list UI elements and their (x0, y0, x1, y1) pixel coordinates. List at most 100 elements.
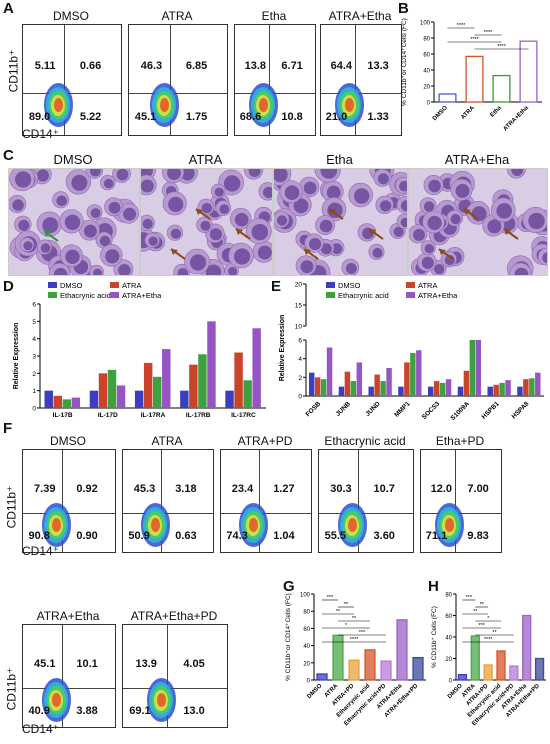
quadrant-q4-value: 55.5 (324, 529, 347, 542)
quadrant-q3-value: 1.04 (273, 529, 295, 542)
panel-label-a: A (3, 0, 14, 17)
bar (234, 352, 243, 408)
bar (505, 380, 511, 396)
y-tick-label: 20 (423, 85, 430, 91)
quadrant-q3-value: 1.75 (185, 110, 208, 123)
bar (493, 384, 499, 396)
y-tick-label: 40 (423, 69, 430, 75)
x-tick-label: IL-17RA (141, 412, 166, 419)
panel-f-plot-title: DMSO (50, 434, 86, 448)
legend-swatch (110, 282, 119, 288)
bar (396, 619, 408, 681)
panel-f-flow-plot: 7.39 0.92 90.8 0.90 (22, 449, 116, 553)
legend-swatch (110, 292, 119, 298)
bar (116, 385, 126, 408)
panel-c-micrograph-title: ATRA (188, 152, 223, 167)
quadrant-q1-value: 23.4 (231, 482, 254, 495)
panel-label-h: H (428, 578, 439, 595)
bar (162, 349, 171, 408)
panel-f-plot-title: ATRA+Etha (36, 609, 100, 623)
bar (487, 386, 493, 396)
panel-c-micrograph-title: Etha (326, 152, 353, 167)
bar (344, 371, 351, 396)
quadrant-q2-value: 13.3 (367, 60, 389, 73)
density-cluster (51, 518, 61, 532)
significance-label: ** (480, 602, 485, 608)
panel-a-flow-plot: 13.8 6.71 68.6 10.8 (234, 24, 316, 136)
significance-label: ** (473, 609, 478, 615)
bar (519, 40, 538, 103)
significance-label: **** (484, 637, 493, 643)
bar (374, 374, 380, 396)
legend-swatch (406, 282, 415, 288)
quadrant-q4-value: 40.9 (28, 704, 50, 717)
quadrant-q1-value: 12.0 (430, 482, 453, 495)
quadrant-q4-value: 89.0 (28, 110, 51, 123)
bar (438, 93, 457, 103)
bar (410, 353, 416, 396)
y-tick-label: 2 (32, 371, 36, 378)
panel-f-flow-plot: 23.4 1.27 74.3 1.04 (220, 449, 312, 553)
quadrant-q4-value: 69.1 (129, 704, 151, 717)
x-tick-label: Etha (489, 105, 503, 119)
legend-label: ATRA+Etha (122, 291, 162, 300)
bar (412, 656, 424, 681)
bar (470, 635, 480, 681)
legend-label: ATRA (418, 281, 437, 290)
quadrant-q3-value: 1.33 (367, 110, 389, 123)
panel-a-flow-plot: 5.11 0.66 89.0 5.22 (22, 24, 122, 136)
x-tick-label: HSPA8 (511, 400, 531, 420)
y-tick-label: 4 (32, 336, 36, 343)
bar (523, 379, 529, 396)
y-tick-label: 5 (32, 319, 36, 326)
quadrant-q3-value: 5.22 (79, 110, 102, 123)
bar (189, 364, 198, 408)
panel-g-bar-chart: 0 20 40 60 80 100 % CD11b⁺or CD14⁺Cells (FC) DM… (285, 593, 426, 727)
quadrant-q3-value: 0.90 (76, 529, 98, 542)
y-tick-label: 0 (449, 679, 453, 685)
quadrant-q1-value: 46.3 (140, 60, 163, 73)
significance-label: *** (327, 595, 334, 601)
y-tick-label: 100 (300, 593, 311, 599)
y-tick-label: 60 (445, 614, 452, 620)
panel-f-x-axis-label-top: CD14⁺ (22, 544, 60, 558)
quadrant-q1-value: 64.4 (330, 60, 353, 73)
bar (469, 340, 476, 396)
y-tick-label: 20 (445, 657, 452, 663)
bar (433, 381, 440, 396)
y-tick-label: 2 (298, 375, 302, 382)
density-cluster (347, 518, 357, 532)
panel-label-c: C (3, 147, 14, 164)
panel-label-f: F (3, 420, 13, 437)
bar (326, 347, 333, 396)
y-tick-label: 20 (295, 282, 303, 289)
quadrant-q4-value: 45.1 (134, 110, 157, 123)
legend-label: DMSO (60, 281, 83, 290)
quadrant-q2-value: 6.71 (281, 60, 303, 73)
panel-c-micrograph (273, 168, 408, 276)
panel-c-micrograph-title: DMSO (53, 152, 93, 167)
panel-a-y-axis-label: CD11b⁺ (6, 49, 21, 93)
bar (496, 650, 506, 681)
y-axis-title: Relative Expression (279, 315, 286, 382)
bar (483, 664, 493, 681)
bar (107, 369, 117, 408)
bar (356, 362, 363, 396)
panel-a-plot-title: ATRA+Etha (328, 9, 392, 23)
panel-c-micrograph-title: ATRA+Eha (444, 152, 510, 167)
legend-swatch (326, 292, 335, 298)
bar (398, 386, 404, 396)
significance-label: *** (359, 630, 366, 636)
bar (364, 649, 376, 681)
significance-label: **** (457, 23, 466, 29)
bar (338, 386, 345, 396)
quadrant-q1-value: 7.39 (34, 482, 56, 495)
bar (316, 673, 328, 681)
legend-swatch (406, 292, 415, 298)
bar (534, 657, 545, 681)
legend-label: Ethacrynic acid (60, 291, 111, 300)
y-tick-label: 40 (445, 636, 452, 642)
y-axis-title: % CD11b⁺or CD14⁺Cells (FC) (401, 18, 408, 106)
bar (445, 379, 452, 396)
